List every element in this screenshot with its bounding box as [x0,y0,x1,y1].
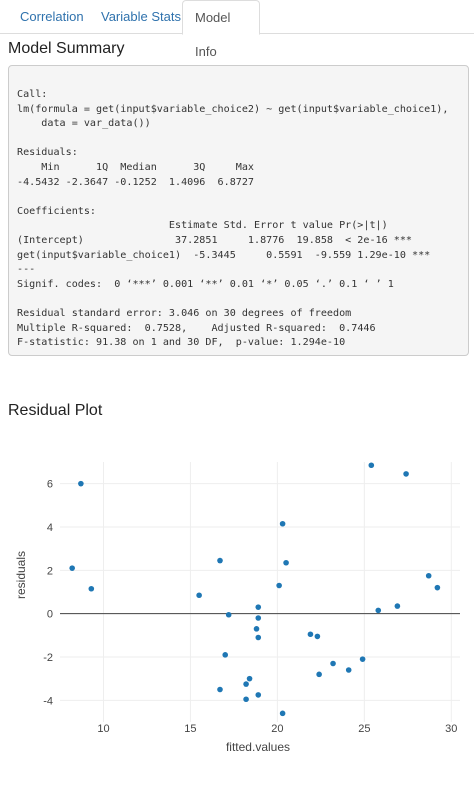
x-tick-label: 10 [97,723,109,735]
data-point[interactable] [225,611,232,618]
data-point[interactable] [434,584,441,591]
data-point[interactable] [255,615,262,621]
data-point[interactable] [375,607,382,614]
summary-line: Residual standard error: 3.046 on 30 deg… [17,307,352,319]
x-tick-label: 20 [271,723,283,735]
x-tick-label: 25 [358,723,370,735]
data-point[interactable] [243,681,249,687]
summary-line: data = var_data()) [17,118,151,130]
summary-line [17,190,468,205]
data-point[interactable] [217,686,223,693]
summary-line: --- [17,264,36,276]
summary-line: -4.5432 -2.3647 -0.1252 1.4096 6.8727 [17,176,261,188]
data-point[interactable] [345,667,352,673]
summary-line: Call: [17,89,48,100]
data-point[interactable] [217,557,223,564]
tab-model-info[interactable]: Model Info [182,0,260,59]
data-point[interactable] [279,710,286,717]
data-point[interactable] [222,652,229,658]
summary-line: Estimate Std. Error t value Pr(>|t|) [17,220,413,232]
data-point[interactable] [243,696,249,703]
summary-line: Signif. codes: 0 ‘***’ 0.001 ‘**’ 0.01 ‘… [17,278,394,290]
data-point[interactable] [253,626,260,632]
x-axis-label: fitted.values [226,740,290,754]
summary-line: Multiple R-squared: 0.7528, Adjusted R-s… [17,322,382,334]
model-summary-heading: Model Summary [8,40,125,57]
data-point[interactable] [255,692,262,698]
data-point[interactable] [314,633,321,640]
summary-line: Min 1Q Median 3Q Max [17,161,261,173]
data-point[interactable] [69,565,75,571]
y-tick-label: 4 [47,522,53,534]
data-point[interactable] [359,656,366,662]
x-tick-label: 30 [445,723,457,735]
summary-line: Coefficients: [17,205,97,217]
summary-line: get(input$variable_choice1) -5.3445 0.55… [17,249,431,261]
residual-plot: 10 15 20 25 30 -4 -2 0 2 4 6 fitted.values residua… [14,462,460,754]
data-point[interactable] [425,572,432,579]
summary-line [17,132,468,147]
data-point[interactable] [276,582,282,589]
y-tick-label: 6 [47,479,53,491]
data-point[interactable] [307,631,314,638]
data-point[interactable] [88,585,95,592]
model-summary-output: Call: lm(formula = get(input$variable_cho… [8,65,469,356]
data-point[interactable] [368,462,375,469]
tab-correlation[interactable]: Correlation [20,9,84,24]
tab-variable-stats[interactable]: Variable Stats [101,9,181,24]
y-axis-label: residuals [14,551,28,599]
summary-line [17,292,468,307]
data-point[interactable] [316,671,322,678]
data-point[interactable] [78,480,84,487]
data-point[interactable] [394,603,401,609]
data-point[interactable] [255,634,262,641]
summary-line: F-statistic: 91.38 on 1 and 30 DF, p-val… [17,337,346,349]
data-point[interactable] [246,675,253,682]
y-tick-label: -4 [43,695,53,707]
data-point[interactable] [196,592,202,599]
data-point[interactable] [255,604,262,610]
y-tick-label: -2 [43,652,53,664]
y-tick-label: 0 [47,609,53,621]
summary-line: (Intercept) 37.2851 1.8776 19.858 < 2e-1… [17,234,413,246]
y-tick-label: 2 [47,565,53,577]
summary-line: Residuals: [17,147,78,159]
data-point[interactable] [403,471,409,477]
residual-plot-heading: Residual Plot [8,402,103,419]
summary-line: lm(formula = get(input$variable_choice2)… [17,103,449,115]
data-point[interactable] [279,520,286,527]
tab-bar: Correlation Variable Stats Model Info [0,0,474,59]
data-point[interactable] [283,559,289,566]
data-point[interactable] [330,660,336,667]
x-tick-label: 15 [184,723,196,735]
